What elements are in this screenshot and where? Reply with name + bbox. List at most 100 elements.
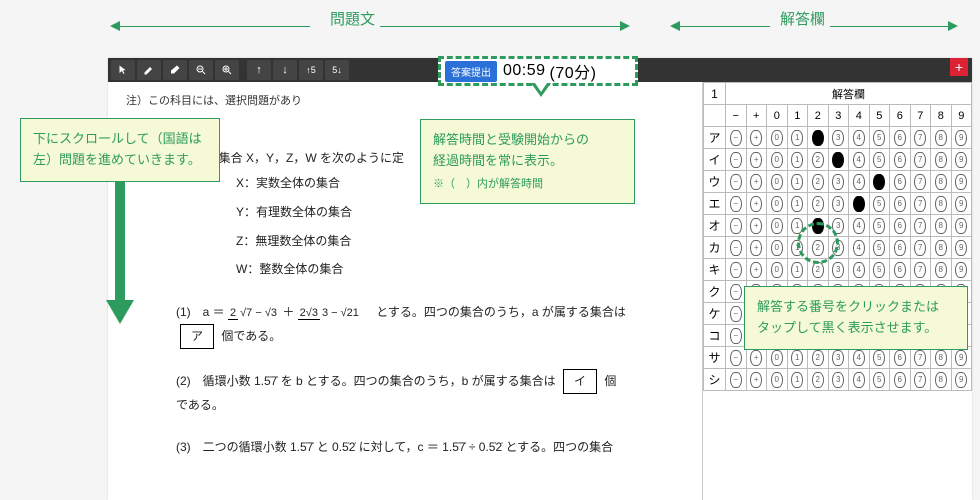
- answer-bubble-cell[interactable]: 0: [767, 149, 788, 171]
- answer-bubble-cell[interactable]: 7: [910, 369, 931, 391]
- answer-bubble-cell[interactable]: 5: [869, 369, 890, 391]
- answer-bubble-cell[interactable]: 2: [808, 149, 829, 171]
- answer-bubble-cell[interactable]: 1: [787, 193, 808, 215]
- pointer-tool-button[interactable]: [111, 60, 135, 80]
- answer-bubble-cell[interactable]: +: [746, 193, 767, 215]
- answer-bubble-cell[interactable]: 5: [869, 171, 890, 193]
- answer-bubble-cell[interactable]: −: [726, 237, 747, 259]
- answer-bubble-cell[interactable]: 9: [951, 237, 972, 259]
- answer-bubble-cell[interactable]: 6: [890, 215, 911, 237]
- answer-bubble-cell[interactable]: +: [746, 171, 767, 193]
- answer-bubble-cell[interactable]: 5: [869, 347, 890, 369]
- answer-bubble-cell[interactable]: 8: [931, 193, 952, 215]
- answer-bubble-cell[interactable]: 1: [787, 237, 808, 259]
- answer-bubble-cell[interactable]: 7: [910, 193, 931, 215]
- answer-bubble-cell[interactable]: 5: [869, 193, 890, 215]
- answer-bubble-cell[interactable]: 1: [787, 259, 808, 281]
- answer-bubble-cell[interactable]: 2: [808, 259, 829, 281]
- answer-bubble-cell[interactable]: −: [726, 347, 747, 369]
- pencil-tool-button[interactable]: [137, 60, 161, 80]
- answer-bubble-cell[interactable]: 0: [767, 215, 788, 237]
- answer-bubble-cell[interactable]: 6: [890, 149, 911, 171]
- answer-bubble-cell[interactable]: 7: [910, 171, 931, 193]
- answer-bubble-cell[interactable]: 9: [951, 215, 972, 237]
- answer-bubble-cell[interactable]: 7: [910, 127, 931, 149]
- answer-bubble-cell[interactable]: 0: [767, 237, 788, 259]
- answer-bubble-cell[interactable]: −: [726, 303, 747, 325]
- answer-bubble-cell[interactable]: −: [726, 369, 747, 391]
- answer-bubble-cell[interactable]: 9: [951, 369, 972, 391]
- answer-bubble-cell[interactable]: 2: [808, 193, 829, 215]
- answer-bubble-cell[interactable]: 2: [808, 369, 829, 391]
- answer-bubble-cell[interactable]: 7: [910, 237, 931, 259]
- answer-bubble-cell[interactable]: 3: [828, 127, 849, 149]
- answer-bubble-cell[interactable]: 8: [931, 127, 952, 149]
- answer-bubble-cell[interactable]: 4: [849, 127, 870, 149]
- answer-bubble-cell[interactable]: 2: [808, 347, 829, 369]
- nav-down5-button[interactable]: 5↓: [325, 60, 349, 80]
- answer-bubble-cell[interactable]: −: [726, 171, 747, 193]
- answer-bubble-cell[interactable]: 6: [890, 347, 911, 369]
- answer-bubble-cell[interactable]: 7: [910, 259, 931, 281]
- answer-bubble-cell[interactable]: 4: [849, 149, 870, 171]
- answer-bubble-cell[interactable]: 4: [849, 171, 870, 193]
- answer-bubble-cell[interactable]: 9: [951, 259, 972, 281]
- answer-bubble-cell[interactable]: 8: [931, 259, 952, 281]
- answer-bubble-cell[interactable]: −: [726, 127, 747, 149]
- add-sheet-button[interactable]: +: [950, 58, 968, 76]
- answer-bubble-cell[interactable]: 7: [910, 149, 931, 171]
- answer-bubble-cell[interactable]: 6: [890, 259, 911, 281]
- answer-bubble-cell[interactable]: 1: [787, 171, 808, 193]
- answer-bubble-cell[interactable]: 1: [787, 215, 808, 237]
- answer-bubble-cell[interactable]: 9: [951, 347, 972, 369]
- answer-bubble-cell[interactable]: 3: [828, 193, 849, 215]
- answer-bubble-cell[interactable]: 9: [951, 193, 972, 215]
- answer-bubble-cell[interactable]: 5: [869, 149, 890, 171]
- answer-bubble-cell[interactable]: 0: [767, 369, 788, 391]
- answer-bubble-cell[interactable]: 8: [931, 347, 952, 369]
- answer-bubble-cell[interactable]: 3: [828, 369, 849, 391]
- answer-bubble-cell[interactable]: 6: [890, 237, 911, 259]
- answer-bubble-cell[interactable]: 4: [849, 369, 870, 391]
- zoom-in-button[interactable]: [215, 60, 239, 80]
- answer-bubble-cell[interactable]: +: [746, 237, 767, 259]
- answer-bubble-cell[interactable]: +: [746, 369, 767, 391]
- answer-bubble-cell[interactable]: 8: [931, 369, 952, 391]
- answer-bubble-cell[interactable]: 5: [869, 127, 890, 149]
- answer-bubble-cell[interactable]: 6: [890, 193, 911, 215]
- answer-bubble-cell[interactable]: 4: [849, 259, 870, 281]
- nav-down-button[interactable]: ↓: [273, 60, 297, 80]
- zoom-out-button[interactable]: [189, 60, 213, 80]
- answer-bubble-cell[interactable]: 0: [767, 259, 788, 281]
- answer-bubble-cell[interactable]: 3: [828, 149, 849, 171]
- answer-bubble-cell[interactable]: 1: [787, 127, 808, 149]
- answer-bubble-cell[interactable]: 2: [808, 215, 829, 237]
- submit-answers-button[interactable]: 答案提出: [445, 61, 497, 82]
- answer-bubble-cell[interactable]: 4: [849, 193, 870, 215]
- answer-bubble-cell[interactable]: −: [726, 259, 747, 281]
- answer-bubble-cell[interactable]: 2: [808, 171, 829, 193]
- answer-bubble-cell[interactable]: 0: [767, 127, 788, 149]
- nav-up-button[interactable]: ↑: [247, 60, 271, 80]
- answer-bubble-cell[interactable]: 4: [849, 237, 870, 259]
- answer-bubble-cell[interactable]: 5: [869, 259, 890, 281]
- answer-bubble-cell[interactable]: 6: [890, 127, 911, 149]
- answer-bubble-cell[interactable]: −: [726, 325, 747, 347]
- answer-bubble-cell[interactable]: −: [726, 193, 747, 215]
- answer-bubble-cell[interactable]: 8: [931, 171, 952, 193]
- answer-bubble-cell[interactable]: 0: [767, 347, 788, 369]
- answer-bubble-cell[interactable]: 7: [910, 215, 931, 237]
- answer-bubble-cell[interactable]: +: [746, 347, 767, 369]
- answer-bubble-cell[interactable]: 4: [849, 347, 870, 369]
- answer-bubble-cell[interactable]: 9: [951, 171, 972, 193]
- answer-bubble-cell[interactable]: +: [746, 127, 767, 149]
- answer-bubble-cell[interactable]: 2: [808, 127, 829, 149]
- nav-up5-button[interactable]: ↑5: [299, 60, 323, 80]
- answer-bubble-cell[interactable]: 8: [931, 149, 952, 171]
- answer-bubble-cell[interactable]: 1: [787, 347, 808, 369]
- answer-bubble-cell[interactable]: 3: [828, 259, 849, 281]
- answer-bubble-cell[interactable]: 8: [931, 215, 952, 237]
- answer-bubble-cell[interactable]: −: [726, 149, 747, 171]
- answer-bubble-cell[interactable]: −: [726, 281, 747, 303]
- answer-bubble-cell[interactable]: 8: [931, 237, 952, 259]
